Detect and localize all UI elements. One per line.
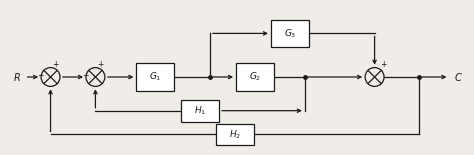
FancyBboxPatch shape <box>271 20 309 47</box>
Text: +: + <box>98 60 104 69</box>
Text: −: − <box>82 71 88 80</box>
Text: −: − <box>37 71 43 80</box>
Text: $G_2$: $G_2$ <box>249 71 261 83</box>
Text: +: + <box>53 60 59 69</box>
Text: $G_3$: $G_3$ <box>283 27 296 40</box>
FancyBboxPatch shape <box>137 63 174 91</box>
Text: $H_1$: $H_1$ <box>194 104 206 117</box>
Text: $H_2$: $H_2$ <box>229 128 241 141</box>
Text: $G_1$: $G_1$ <box>149 71 162 83</box>
FancyBboxPatch shape <box>236 63 274 91</box>
Text: $C$: $C$ <box>455 71 463 83</box>
Text: $R$: $R$ <box>13 71 20 83</box>
FancyBboxPatch shape <box>216 124 254 145</box>
FancyBboxPatch shape <box>181 100 219 122</box>
Text: +: + <box>380 60 387 69</box>
